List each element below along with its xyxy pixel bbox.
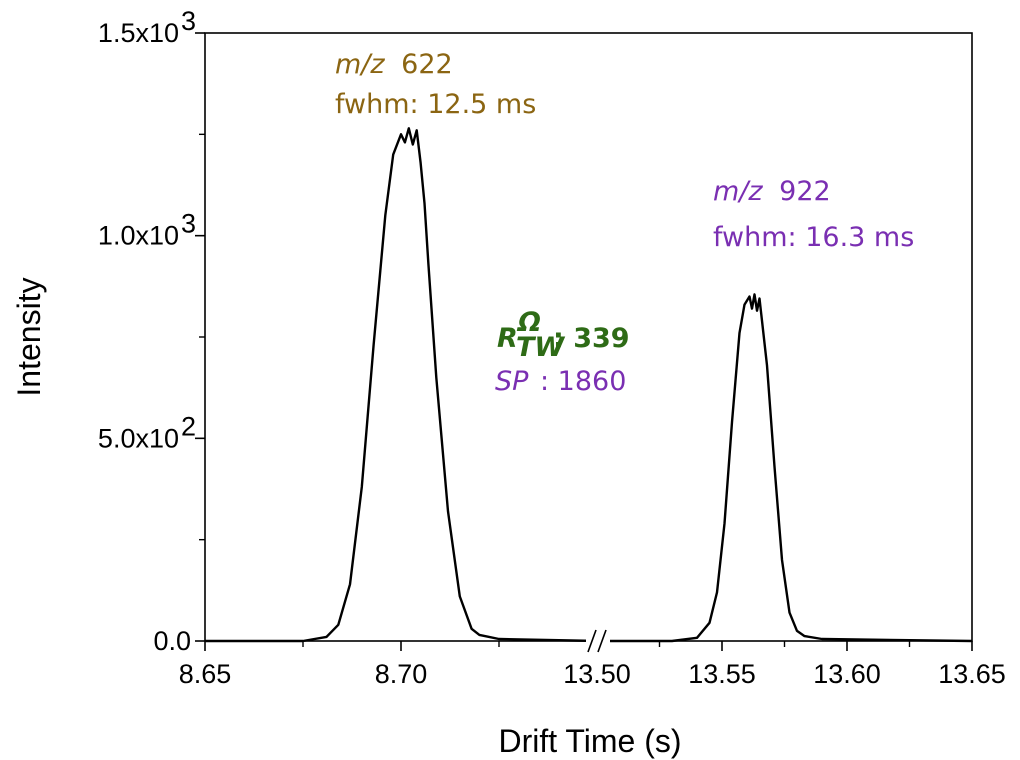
resolution-label: R Ω TW : 339 [497,307,630,363]
axis-break-slash-right [597,629,607,653]
x-tick-label: 13.60 [813,659,881,689]
y-tick-label: 5.0x10 [98,423,179,453]
series-lines [205,127,973,643]
resolution-subscript: TW [516,332,565,363]
resolution-symbol: R [497,323,518,354]
peak2-mz-value: 922 [779,176,831,207]
peak2-mz-italic: m/z [713,176,763,207]
peak1-mz-value: 622 [401,49,453,80]
peak2-mz-label: m/z 922 [713,176,831,207]
x-tick-label: 8.65 [179,659,232,689]
series-line-2 [597,293,973,643]
resolution-superscript: Ω [516,307,541,338]
sp-symbol: SP [495,366,529,397]
peak2-fwhm-label: fwhm: 16.3 ms [713,222,914,253]
separation-power-label: SP : 1860 [495,366,626,397]
x-tick-label: 8.70 [375,659,428,689]
x-axis-title: Drift Time (s) [498,723,681,759]
y-tick-exponent: 3 [181,209,196,239]
y-tick-label: 1.5x10 [98,18,179,48]
sp-value: : 1860 [540,366,626,397]
y-tick-exponent: 3 [181,6,196,36]
y-tick-label: 0.0 [153,626,191,656]
y-tick-exponent: 2 [181,411,196,441]
peak1-mz-italic: m/z [335,49,385,80]
peak1-fwhm-label: fwhm: 12.5 ms [335,89,536,120]
y-tick-label: 1.0x10 [98,221,179,251]
x-tick-label: 13.65 [938,659,1006,689]
y-axis-title: Intensity [11,277,47,396]
axis-break-slash-left [587,629,597,653]
x-tick-label: 13.55 [688,659,756,689]
resolution-value: : 339 [553,323,630,354]
peak1-mz-label: m/z 622 [335,49,453,80]
series-line-1 [205,127,598,643]
x-tick-label: 13.50 [563,659,631,689]
axis-break-marker [586,628,610,654]
